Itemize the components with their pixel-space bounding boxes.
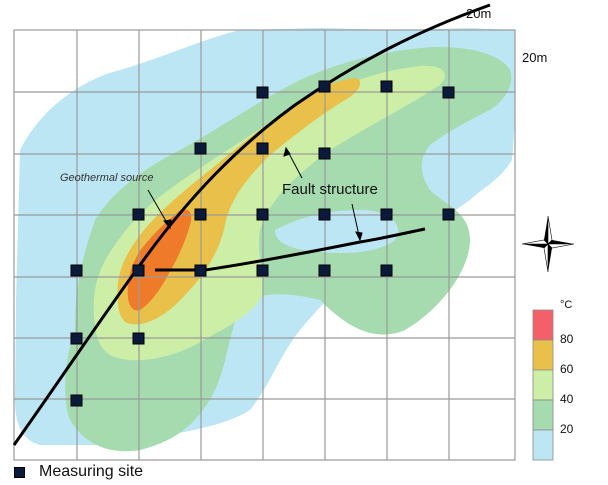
measuring-sites xyxy=(70,80,455,407)
measuring-site xyxy=(380,208,393,221)
measuring-site xyxy=(442,86,455,99)
branch-fault xyxy=(155,227,426,272)
measuring-site xyxy=(70,332,83,345)
fault-structure-label: Fault structure xyxy=(282,181,378,198)
measuring-site xyxy=(132,332,145,345)
measuring-site xyxy=(318,264,331,277)
measuring-site xyxy=(256,208,269,221)
measuring-site xyxy=(194,208,207,221)
main-fault xyxy=(12,3,491,446)
measuring-site xyxy=(318,208,331,221)
measuring-site xyxy=(70,394,83,407)
legend-tick-20: 20 xyxy=(560,422,574,436)
legend-swatch-80plus xyxy=(532,309,554,341)
measuring-site xyxy=(132,208,145,221)
compass-rose-icon xyxy=(521,215,575,273)
site-legend: Measuring site xyxy=(14,463,143,481)
scale-label-top: 20m xyxy=(466,6,492,21)
measuring-site xyxy=(380,264,393,277)
measuring-site xyxy=(132,264,145,277)
site-legend-label: Measuring site xyxy=(39,463,144,480)
measuring-site xyxy=(70,264,83,277)
scale-label-right: 20m xyxy=(522,50,548,65)
legend-swatch-0 xyxy=(532,429,554,461)
measuring-site xyxy=(256,264,269,277)
measuring-site xyxy=(318,147,331,160)
measuring-site xyxy=(194,264,207,277)
hot-core xyxy=(127,209,192,311)
zone-80 xyxy=(117,78,361,325)
measuring-site xyxy=(194,142,207,155)
measuring-site-icon xyxy=(14,466,25,478)
measuring-site xyxy=(380,80,393,93)
measuring-site xyxy=(256,86,269,99)
measuring-site xyxy=(318,80,331,93)
legend-tick-60: 60 xyxy=(560,362,574,376)
legend-tick-40: 40 xyxy=(560,392,574,406)
fault-lines xyxy=(12,3,491,446)
annotation-arrows xyxy=(147,146,363,242)
legend-swatch-40 xyxy=(532,369,554,401)
temperature-legend xyxy=(532,309,554,461)
legend-unit: °C xyxy=(560,299,573,311)
geothermal-source-label: Geothermal source xyxy=(60,172,154,184)
legend-swatch-60 xyxy=(532,339,554,371)
measuring-site xyxy=(256,142,269,155)
legend-tick-80: 80 xyxy=(560,332,574,346)
measuring-site xyxy=(442,208,455,221)
legend-swatch-20 xyxy=(532,399,554,431)
